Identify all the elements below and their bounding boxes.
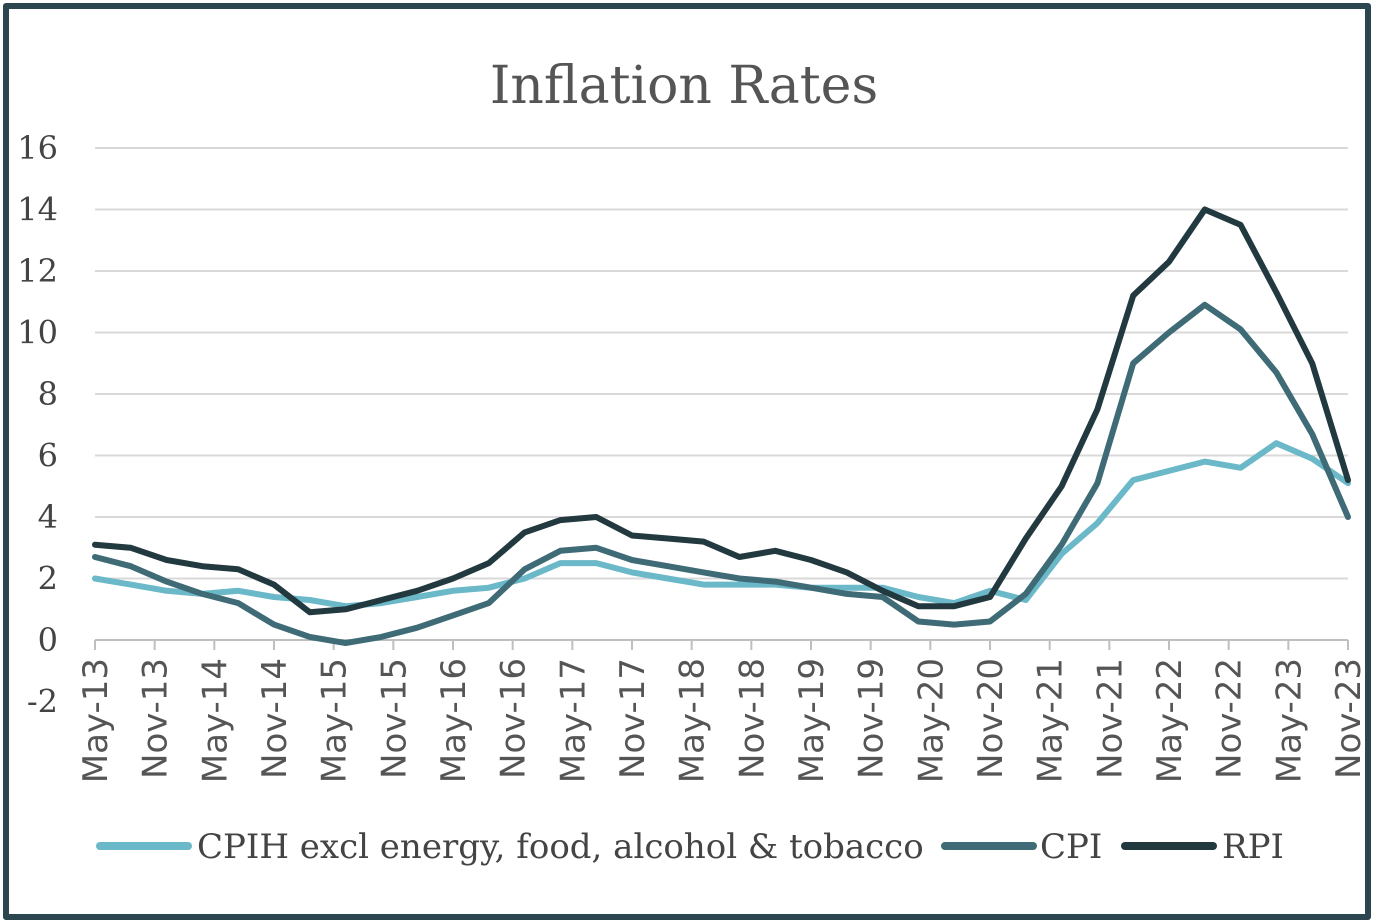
x-tick-label: Nov-17 (613, 658, 653, 779)
x-tick-label: Nov-18 (732, 658, 772, 779)
x-tick-label: May-19 (792, 658, 832, 783)
x-tick-label: Nov-20 (971, 658, 1011, 779)
x-tick-label: Nov-21 (1090, 658, 1130, 779)
legend: CPIH excl energy, food, alcohol & tobacc… (96, 827, 1284, 867)
x-tick-label: May-23 (1269, 658, 1309, 783)
y-tick-label: -2 (27, 683, 58, 721)
legend-label: CPI (1040, 827, 1102, 867)
gridlines (95, 147, 1348, 580)
legend-label: CPIH excl energy, food, alcohol & tobacc… (197, 827, 924, 867)
x-tick-label: Nov-22 (1210, 658, 1250, 779)
x-tick-label: Nov-23 (1329, 658, 1369, 779)
x-tick-label: Nov-14 (255, 658, 295, 779)
y-tick-label: 14 (17, 191, 58, 229)
x-tick-label: May-22 (1150, 658, 1190, 783)
series-line-2 (92, 301, 1351, 647)
x-tick-label: May-15 (315, 658, 355, 783)
series-line-1 (92, 440, 1351, 610)
x-tick-label: Nov-13 (136, 658, 176, 779)
y-tick-label: 2 (38, 560, 58, 598)
x-tick-label: May-17 (553, 658, 593, 783)
x-tick-label: May-13 (76, 658, 116, 783)
x-tick-label: May-14 (195, 658, 235, 783)
y-axis-ticks: 16 14 12 10 8 6 4 2 0 -2 (17, 129, 58, 721)
x-tick-label: May-16 (434, 658, 474, 783)
x-tick-label: May-21 (1031, 658, 1071, 783)
y-tick-label: 4 (38, 498, 58, 536)
x-tick-label: Nov-19 (852, 658, 892, 779)
chart-frame (3, 3, 1371, 920)
y-tick-label: 6 (38, 437, 58, 475)
y-tick-label: 8 (38, 375, 58, 413)
y-tick-label: 10 (17, 314, 58, 352)
x-axis-ticks: May-13 Nov-13 May-14 Nov-14 May-15 Nov-15 May-… (76, 640, 1369, 783)
x-tick-label: Nov-16 (494, 658, 534, 779)
legend-label: RPI (1222, 827, 1284, 867)
y-tick-label: 16 (17, 129, 58, 167)
series-lines (92, 206, 1351, 647)
y-tick-label: 0 (38, 621, 58, 659)
series-line-3 (92, 206, 1351, 616)
x-tick-label: May-20 (911, 658, 951, 783)
x-tick-label: May-18 (673, 658, 713, 783)
x-tick-label: Nov-15 (374, 658, 414, 779)
y-tick-label: 12 (17, 252, 58, 290)
chart-title: Inflation Rates (490, 56, 878, 116)
